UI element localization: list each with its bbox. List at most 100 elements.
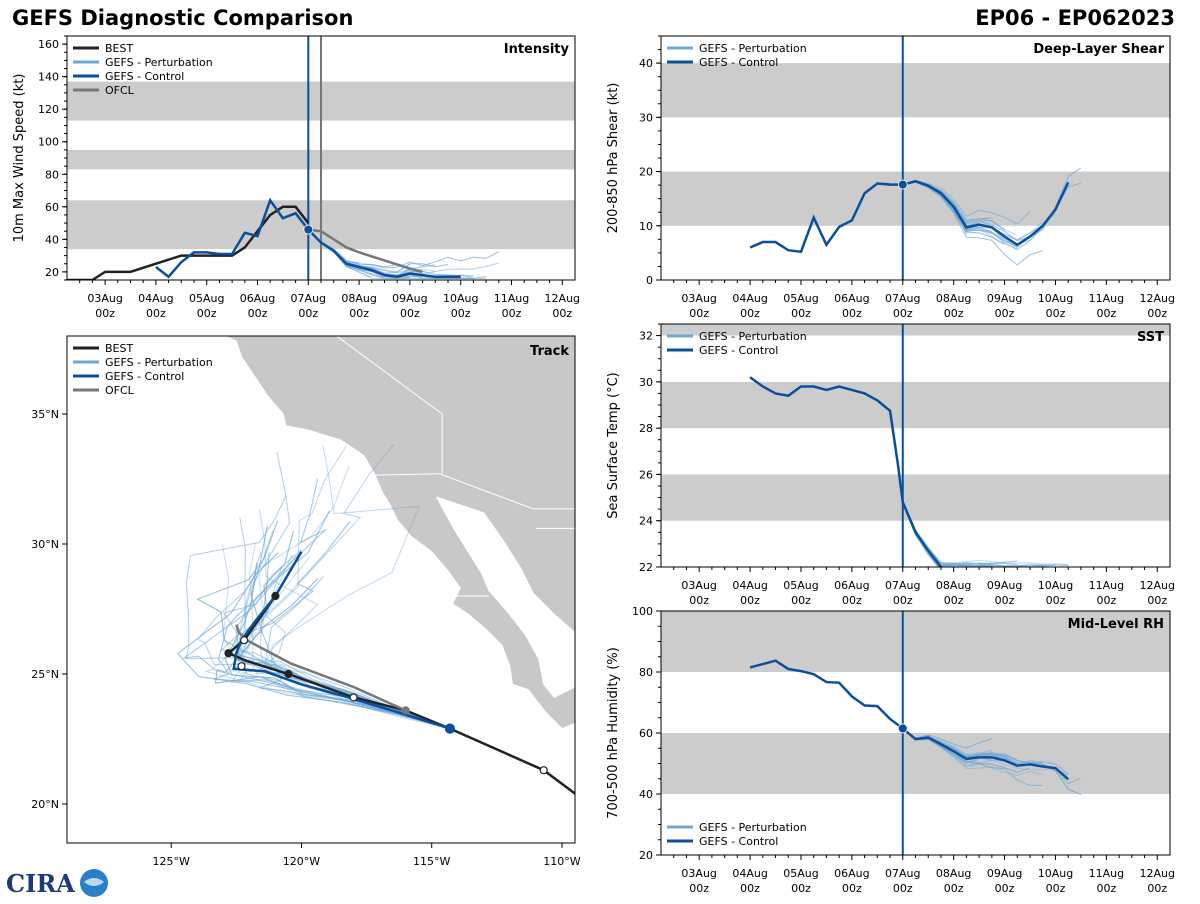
intensity-xtick-label-day: 04Aug: [138, 292, 173, 305]
track-ytick-label: 35°N: [31, 408, 59, 421]
sst-ytick-label: 22: [639, 561, 653, 574]
intensity-ytick-label: 60: [45, 201, 59, 214]
rh-xtick-label-day: 12Aug: [1140, 867, 1175, 880]
intensity-panel-title: Intensity: [504, 42, 570, 57]
track-ytick-label: 25°N: [31, 668, 59, 681]
rh-ytick-label: 80: [639, 666, 653, 679]
intensity-series-best: [67, 205, 310, 280]
track-perturbation-member-24: [258, 509, 451, 730]
sst-xtick-label-hour: 00z: [1096, 594, 1116, 607]
intensity-ytick-label: 100: [38, 136, 59, 149]
sst-xtick-label-hour: 00z: [893, 594, 913, 607]
track-position-marker-8: [271, 591, 280, 601]
sst-xtick-label-hour: 00z: [1147, 594, 1167, 607]
sst-ytick-label: 26: [639, 468, 653, 481]
track-legend-label: GEFS - Control: [105, 370, 184, 383]
shear-xtick-label-day: 03Aug: [681, 292, 716, 305]
shear-legend-label: GEFS - Control: [699, 56, 778, 69]
shear-xtick-label-day: 08Aug: [936, 292, 971, 305]
track-ytick-label: 30°N: [31, 538, 59, 551]
track-position-marker-2: [401, 706, 410, 715]
sst-band-0: [661, 474, 1170, 521]
track-legend-label: GEFS - Perturbation: [105, 356, 213, 369]
shear-xtick-label-hour: 00z: [1147, 307, 1167, 320]
sst-xtick-label-day: 07Aug: [885, 579, 920, 592]
shear-ytick-label: 40: [639, 57, 653, 70]
intensity-xtick-label-day: 12Aug: [545, 292, 580, 305]
sst-ytick-label: 24: [639, 515, 653, 528]
track-ytick-label: 20°N: [31, 798, 59, 811]
track-plot-area: [176, 336, 575, 795]
intensity-legend-label: OFCL: [105, 84, 135, 97]
sst-ytick-label: 32: [639, 330, 653, 343]
sst-xtick-label-day: 04Aug: [732, 579, 767, 592]
track-perturbation-member-11: [196, 530, 451, 730]
track-position-marker-7: [240, 636, 249, 645]
intensity-xtick-label-hour: 00z: [349, 307, 369, 320]
figure-title: GEFS Diagnostic Comparison: [12, 6, 354, 30]
intensity-xtick-label-hour: 00z: [502, 307, 522, 320]
track-legend-label: OFCL: [105, 384, 135, 397]
shear-perturbation-member-1: [902, 179, 1031, 225]
sst-xtick-label-day: 10Aug: [1038, 579, 1073, 592]
rh-xtick-label-hour: 00z: [791, 882, 811, 895]
shear-ylabel: 200-850 hPa Shear (kt): [606, 83, 621, 234]
intensity-xtick-label-hour: 00z: [552, 307, 572, 320]
rh-plot-area: [661, 611, 1170, 855]
rh-ytick-label: 100: [632, 605, 653, 618]
intensity-xtick-label-hour: 00z: [400, 307, 420, 320]
track-perturbation-member-4: [176, 552, 451, 730]
intensity-plot-area: [67, 36, 575, 280]
sst-xtick-label-day: 09Aug: [987, 579, 1022, 592]
track-series-gefs-control: [232, 551, 451, 730]
intensity-legend-label: GEFS - Perturbation: [105, 56, 213, 69]
intensity-perturbation-member-17: [307, 229, 500, 269]
sst-band-2: [661, 324, 1170, 336]
shear-band-1: [661, 63, 1170, 118]
sst-xtick-label-day: 06Aug: [834, 579, 869, 592]
intensity-xtick-label-day: 09Aug: [392, 292, 427, 305]
intensity-ytick-label: 20: [45, 266, 59, 279]
sst-xtick-label-day: 08Aug: [936, 579, 971, 592]
shear-current-marker: [897, 179, 908, 190]
rh-current-marker: [897, 723, 908, 734]
shear-xtick-label-hour: 00z: [740, 307, 760, 320]
intensity-ytick-label: 140: [38, 71, 59, 84]
track-perturbation-member-22: [239, 542, 451, 730]
rh-panel-title: Mid-Level RH: [1068, 617, 1164, 632]
shear-xtick-label-day: 07Aug: [885, 292, 920, 305]
sst-ylabel: Sea Surface Temp (°C): [606, 372, 621, 519]
shear-band-0: [661, 171, 1170, 226]
intensity-xtick-label-hour: 00z: [451, 307, 471, 320]
sst-xtick-label-hour: 00z: [1046, 594, 1066, 607]
intensity-xtick-label-hour: 00z: [146, 307, 166, 320]
rh-band-0: [661, 733, 1170, 794]
shear-xtick-label-day: 05Aug: [783, 292, 818, 305]
sst-legend-label: GEFS - Control: [699, 344, 778, 357]
rh-xtick-label-day: 10Aug: [1038, 867, 1073, 880]
rh-legend-label: GEFS - Control: [699, 835, 778, 848]
track-perturbation-member-27: [230, 551, 451, 730]
sst-xtick-label-hour: 00z: [791, 594, 811, 607]
intensity-xtick-label-day: 08Aug: [341, 292, 376, 305]
shear-xtick-label-day: 06Aug: [834, 292, 869, 305]
rh-xtick-label-day: 03Aug: [681, 867, 716, 880]
shear-xtick-label-hour: 00z: [944, 307, 964, 320]
shear-xtick-label-hour: 00z: [995, 307, 1015, 320]
rh-xtick-label-hour: 00z: [689, 882, 709, 895]
sst-ytick-label: 28: [639, 422, 653, 435]
rh-xtick-label-day: 06Aug: [834, 867, 869, 880]
rh-ytick-label: 60: [639, 727, 653, 740]
sst-panel-title: SST: [1137, 330, 1164, 345]
track-perturbation-member-0: [214, 578, 451, 730]
shear-xtick-label-hour: 00z: [1096, 307, 1116, 320]
rh-xtick-label-day: 08Aug: [936, 867, 971, 880]
rh-perturbation-member-6: [902, 728, 1043, 776]
cira-logo: CIRA: [4, 866, 114, 904]
sst-xtick-label-day: 12Aug: [1140, 579, 1175, 592]
intensity-legend-label: GEFS - Control: [105, 70, 184, 83]
sst-perturbation-member-19: [902, 500, 1056, 567]
rh-xtick-label-hour: 00z: [1096, 882, 1116, 895]
rh-xtick-label-hour: 00z: [893, 882, 913, 895]
intensity-xtick-label-day: 10Aug: [443, 292, 478, 305]
